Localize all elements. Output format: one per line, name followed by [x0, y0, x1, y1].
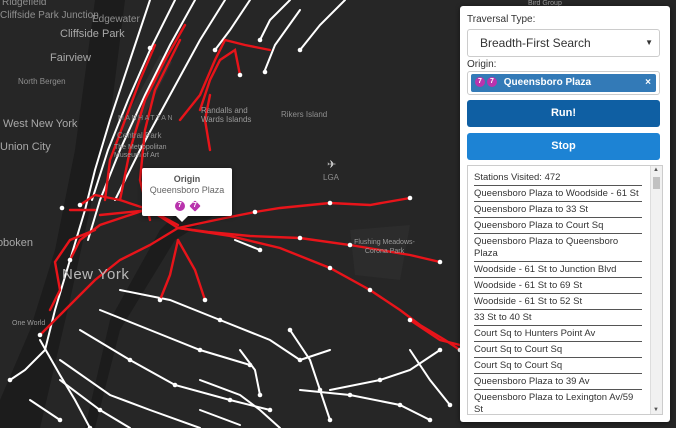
- traversal-type-value: Breadth-First Search: [480, 36, 591, 50]
- traversal-type-select[interactable]: Breadth-First Search ▼: [467, 29, 660, 57]
- map-label-rikers: Rikers Island: [281, 110, 328, 119]
- result-item: Queensboro Plaza to Lexington Av/59 St: [474, 390, 642, 414]
- map-label-fairview: Fairview: [50, 52, 91, 64]
- station-dots: [7, 37, 463, 428]
- map-label-west-new-york: West New York: [3, 118, 78, 130]
- hudson-river: [0, 0, 125, 428]
- popup-station-name: Queensboro Plaza: [149, 185, 225, 195]
- results-scrollbar[interactable]: ▲ ▼: [650, 166, 662, 414]
- result-item: Court Sq to Court Sq: [474, 358, 642, 374]
- result-item: Court Sq to Hunters Point Av: [474, 326, 642, 342]
- scroll-thumb[interactable]: [653, 177, 660, 189]
- airport-icon: ✈: [327, 159, 337, 171]
- results-items: Stations Visited: 472 Queensboro Plaza to…: [474, 170, 642, 414]
- map-label-cliffside-junction: Cliffside Park Junction: [0, 10, 99, 21]
- stations-visited-count: Stations Visited: 472: [474, 170, 642, 186]
- map-label-north-bergen: North Bergen: [18, 77, 66, 86]
- control-panel: Traversal Type: Breadth-First Search ▼ O…: [460, 6, 670, 422]
- route-7-icon: 7: [174, 200, 185, 211]
- result-item: Queensboro Plaza to 39 Av: [474, 374, 642, 390]
- scroll-down-icon[interactable]: ▼: [653, 407, 659, 413]
- map-label-union-city: Union City: [0, 141, 51, 153]
- scroll-up-icon[interactable]: ▲: [653, 167, 659, 173]
- map-label-lga: LGA: [323, 173, 340, 182]
- route-7-icon: 7: [487, 77, 497, 88]
- result-item: Queensboro Plaza to Queensboro Plaza: [474, 234, 642, 262]
- map-label-flushing: Flushing Meadows-Corona Park: [354, 239, 415, 255]
- result-item: Queensboro Plaza to Court Sq: [474, 218, 642, 234]
- popup-title: Origin: [173, 174, 201, 184]
- map-label-cliffside-park: Cliffside Park: [60, 28, 125, 40]
- map-label-bird-group: Bird Group: [528, 0, 562, 7]
- stop-button[interactable]: Stop: [467, 133, 660, 160]
- route-7-express-icon: 7: [189, 200, 201, 212]
- route-7-icon: 7: [475, 77, 485, 88]
- result-item: Woodside - 61 St to 69 St: [474, 278, 642, 294]
- origin-label: Origin:: [467, 59, 497, 70]
- results-list[interactable]: Stations Visited: 472 Queensboro Plaza to…: [467, 165, 663, 415]
- flushing-park: [350, 225, 410, 280]
- map-label-one-world: One World: [12, 320, 46, 327]
- map-label-met-museum: The Metropolitan Museum of Art: [114, 144, 167, 159]
- map-label-edgewater: Edgewater: [92, 14, 140, 25]
- east-river: [85, 200, 215, 428]
- map-label-ridgefield: Ridgefield: [2, 0, 47, 8]
- clear-origin-icon[interactable]: ×: [645, 77, 651, 88]
- result-item: Court Sq to Court Sq: [474, 342, 642, 358]
- result-item: Queensboro Plaza to 33 St: [474, 202, 642, 218]
- result-item: Woodside - 61 St to 52 St: [474, 294, 642, 310]
- map-label-randalls: Randalls and Wards Islands: [201, 106, 252, 124]
- result-item: Queensboro Plaza to Woodside - 61 St: [474, 186, 642, 202]
- result-item: Woodside - 61 St to Junction Blvd: [474, 262, 642, 278]
- result-item: 33 St to 40 St: [474, 310, 642, 326]
- map-label-new-york: New York: [62, 266, 130, 283]
- map-label-hoboken: Hoboken: [0, 237, 34, 249]
- map-label-central-park: Central Park: [117, 131, 162, 140]
- caret-down-icon: ▼: [645, 38, 653, 47]
- traversal-type-label: Traversal Type:: [467, 14, 536, 25]
- origin-popup: Origin Queensboro Plaza 7 7: [142, 168, 232, 222]
- run-button[interactable]: Run!: [467, 100, 660, 127]
- map-label-manhattan: MANHATTAN: [118, 115, 175, 122]
- origin-chip-label: Queensboro Plaza: [503, 77, 592, 88]
